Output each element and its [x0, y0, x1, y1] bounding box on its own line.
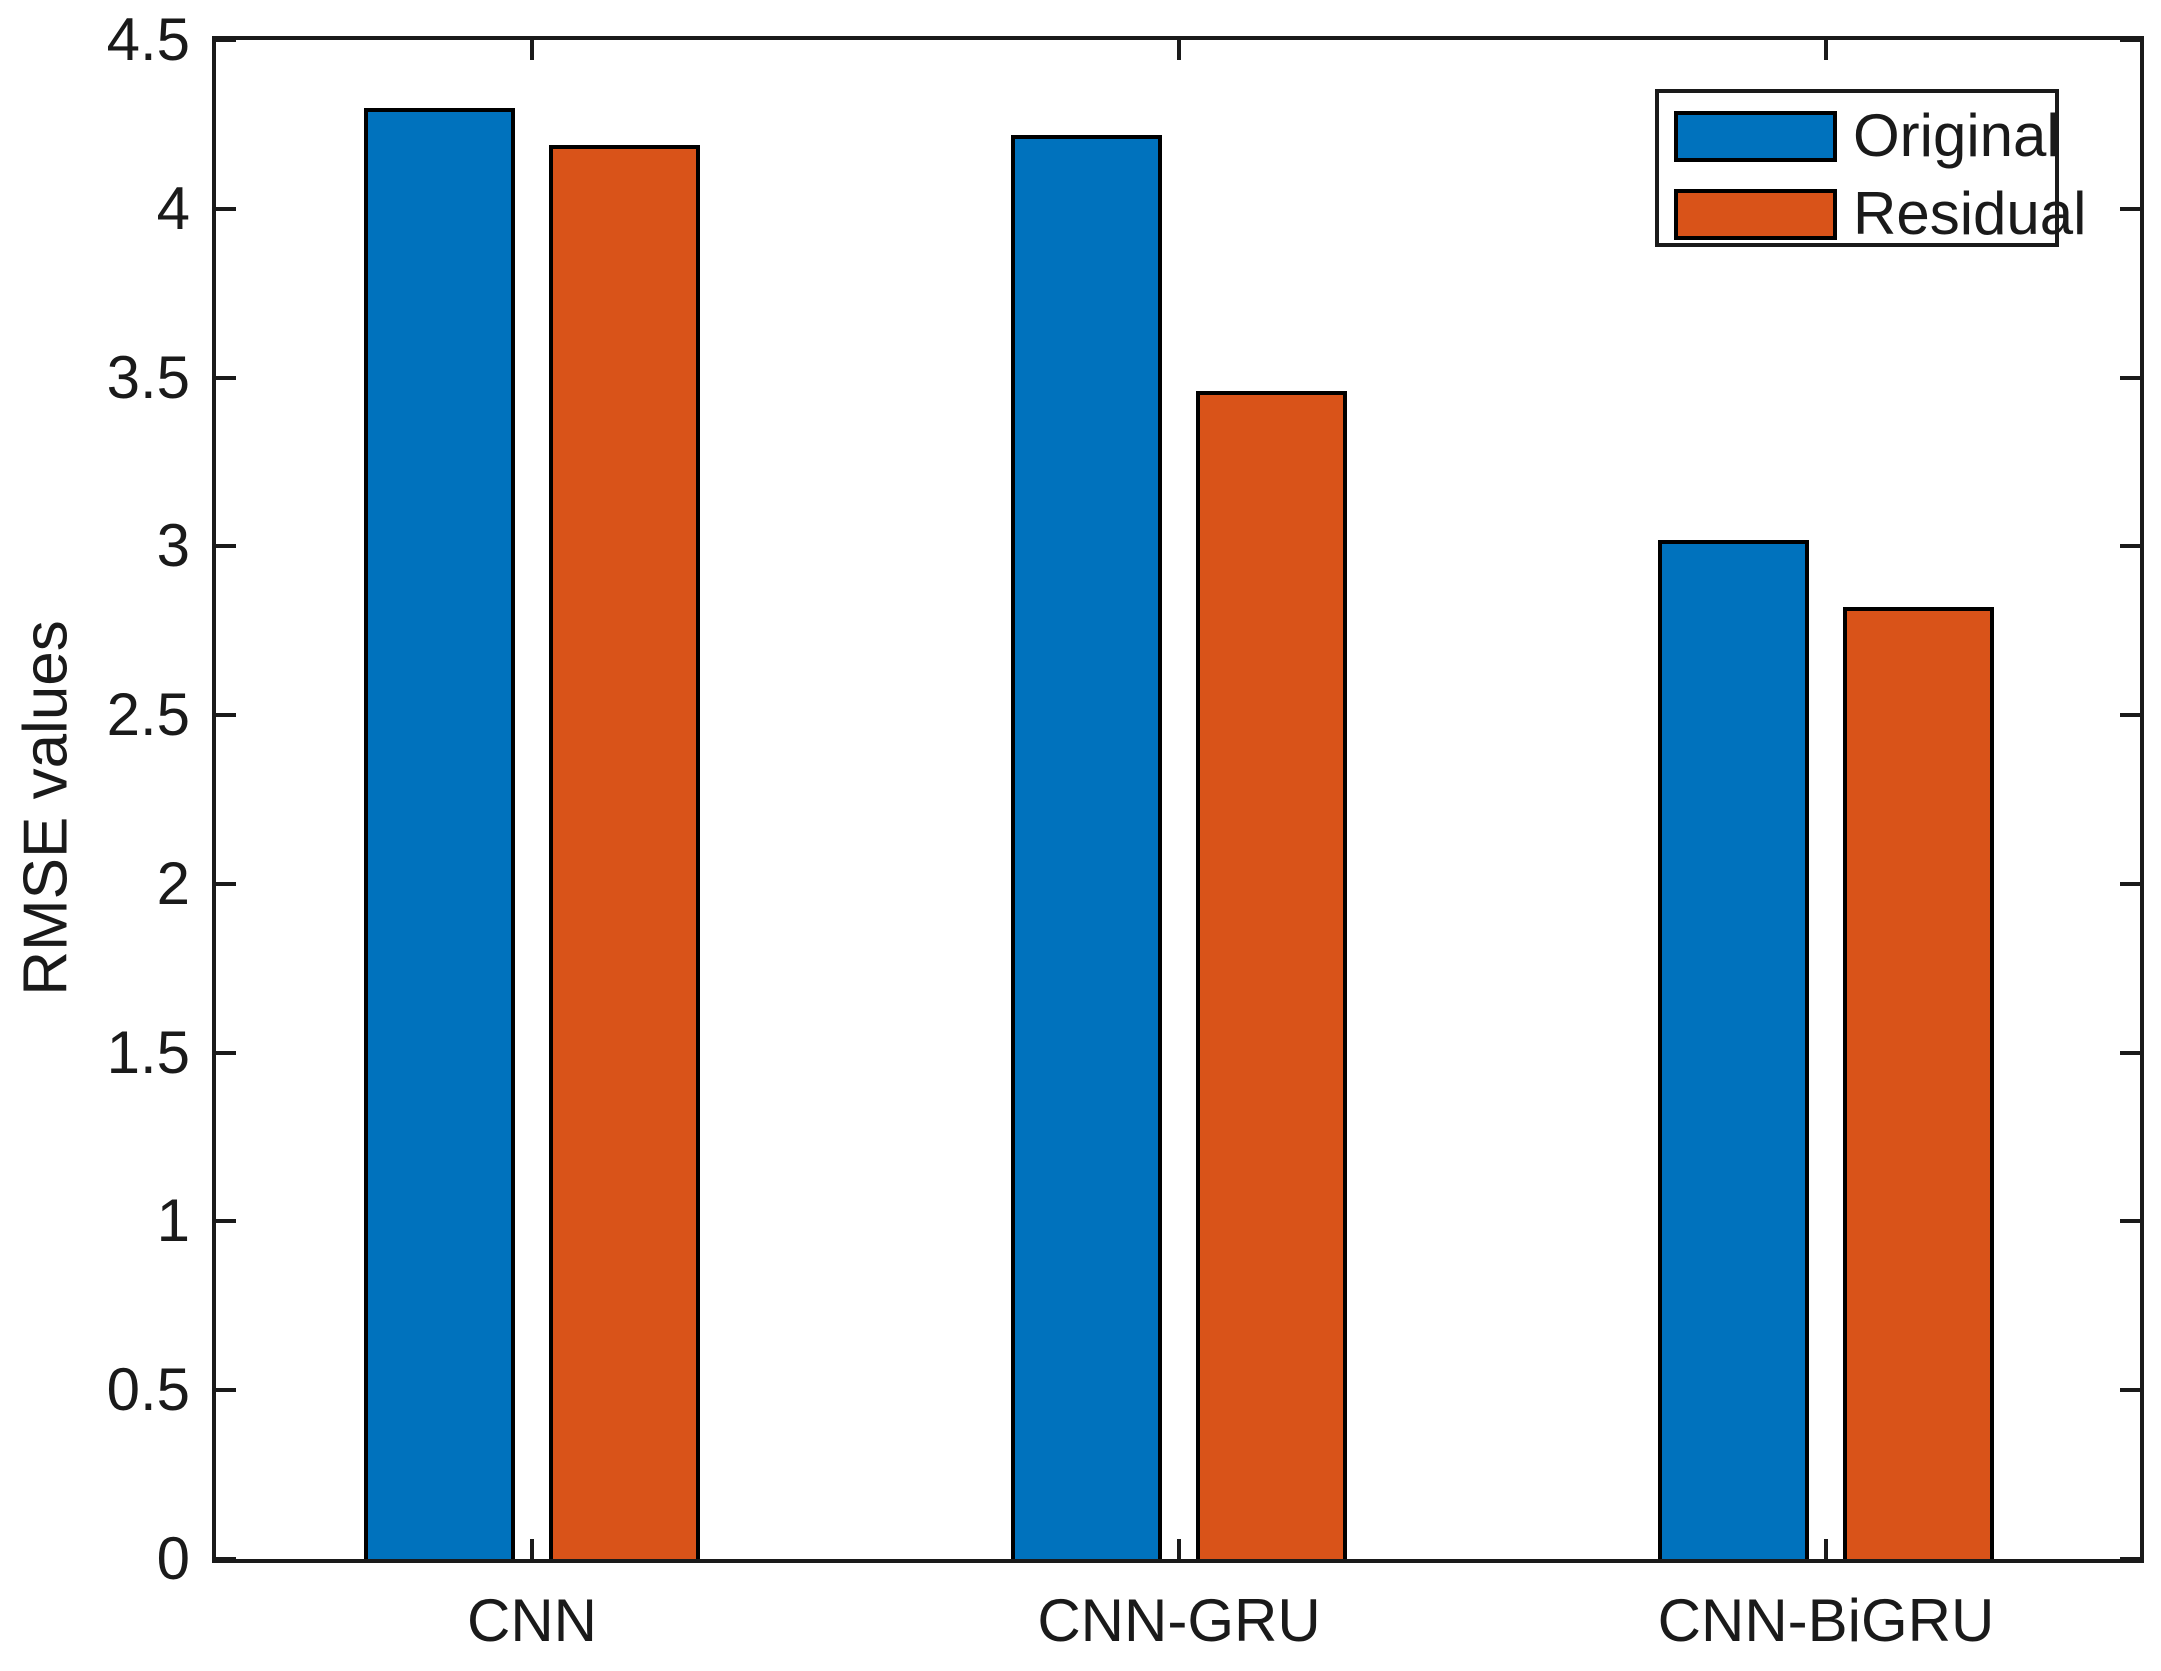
y-tick-label: 0 [156, 1525, 190, 1592]
bar-original-cnn-bigru [1658, 539, 1809, 1559]
x-tick-label-cnn-gru: CNN-GRU [1037, 1587, 1321, 1654]
bar-residual-cnn-bigru [1843, 607, 1994, 1559]
y-tick-right [2120, 1557, 2140, 1559]
x-tick-label-cnn-bigru: CNN-BiGRU [1657, 1587, 1995, 1654]
y-tick-right [2120, 1388, 2140, 1393]
y-tick-label: 1.5 [106, 1018, 190, 1086]
y-tick-label: 4.5 [106, 6, 190, 73]
legend-item: Original [1674, 106, 2060, 166]
y-tick-label: 2 [156, 849, 190, 917]
x-tick-bottom [1177, 1539, 1181, 1559]
y-tick-right [2120, 206, 2140, 211]
bar-residual-cnn-gru [1196, 391, 1347, 1559]
y-tick-left [216, 544, 236, 549]
y-tick-left [216, 1050, 236, 1055]
x-tick-top [1177, 40, 1181, 60]
y-axis-label: RMSE values [11, 620, 81, 996]
y-tick-right [2120, 1219, 2140, 1224]
y-tick-label: 1 [156, 1187, 190, 1255]
bar-original-cnn [364, 107, 515, 1559]
legend: Original Residual [1655, 89, 2086, 247]
y-tick-right [2120, 1050, 2140, 1055]
y-tick-label: 3 [156, 512, 190, 580]
legend-swatch-residual [1674, 188, 1837, 240]
bar-original-cnn-gru [1011, 134, 1162, 1559]
y-tick-right [2120, 40, 2140, 42]
x-tick-top [1824, 40, 1828, 60]
y-tick-left [216, 40, 236, 42]
y-tick-left [216, 1388, 236, 1393]
legend-label: Original [1853, 102, 2060, 169]
x-tick-bottom [530, 1539, 534, 1559]
y-tick-label: 0.5 [106, 1356, 190, 1424]
y-tick-left [216, 713, 236, 718]
legend-swatch-original [1674, 110, 1837, 162]
y-tick-left [216, 375, 236, 380]
y-tick-left [216, 206, 236, 211]
y-tick-left [216, 1557, 236, 1559]
y-tick-right [2120, 544, 2140, 549]
y-tick-label: 4 [156, 174, 190, 242]
y-tick-left [216, 1219, 236, 1224]
y-tick-left [216, 881, 236, 886]
y-tick-right [2120, 713, 2140, 718]
y-tick-right [2120, 881, 2140, 886]
y-tick-label: 3.5 [106, 343, 190, 411]
x-tick-bottom [1824, 1539, 1828, 1559]
legend-label: Residual [1853, 180, 2087, 247]
legend-item: Residual [1674, 184, 2086, 244]
x-tick-label-cnn: CNN [467, 1587, 597, 1654]
y-tick-right [2120, 375, 2140, 380]
plot-area [212, 36, 2144, 1563]
x-tick-top [530, 40, 534, 60]
bar-residual-cnn [549, 144, 700, 1559]
y-tick-label: 2.5 [106, 681, 190, 749]
